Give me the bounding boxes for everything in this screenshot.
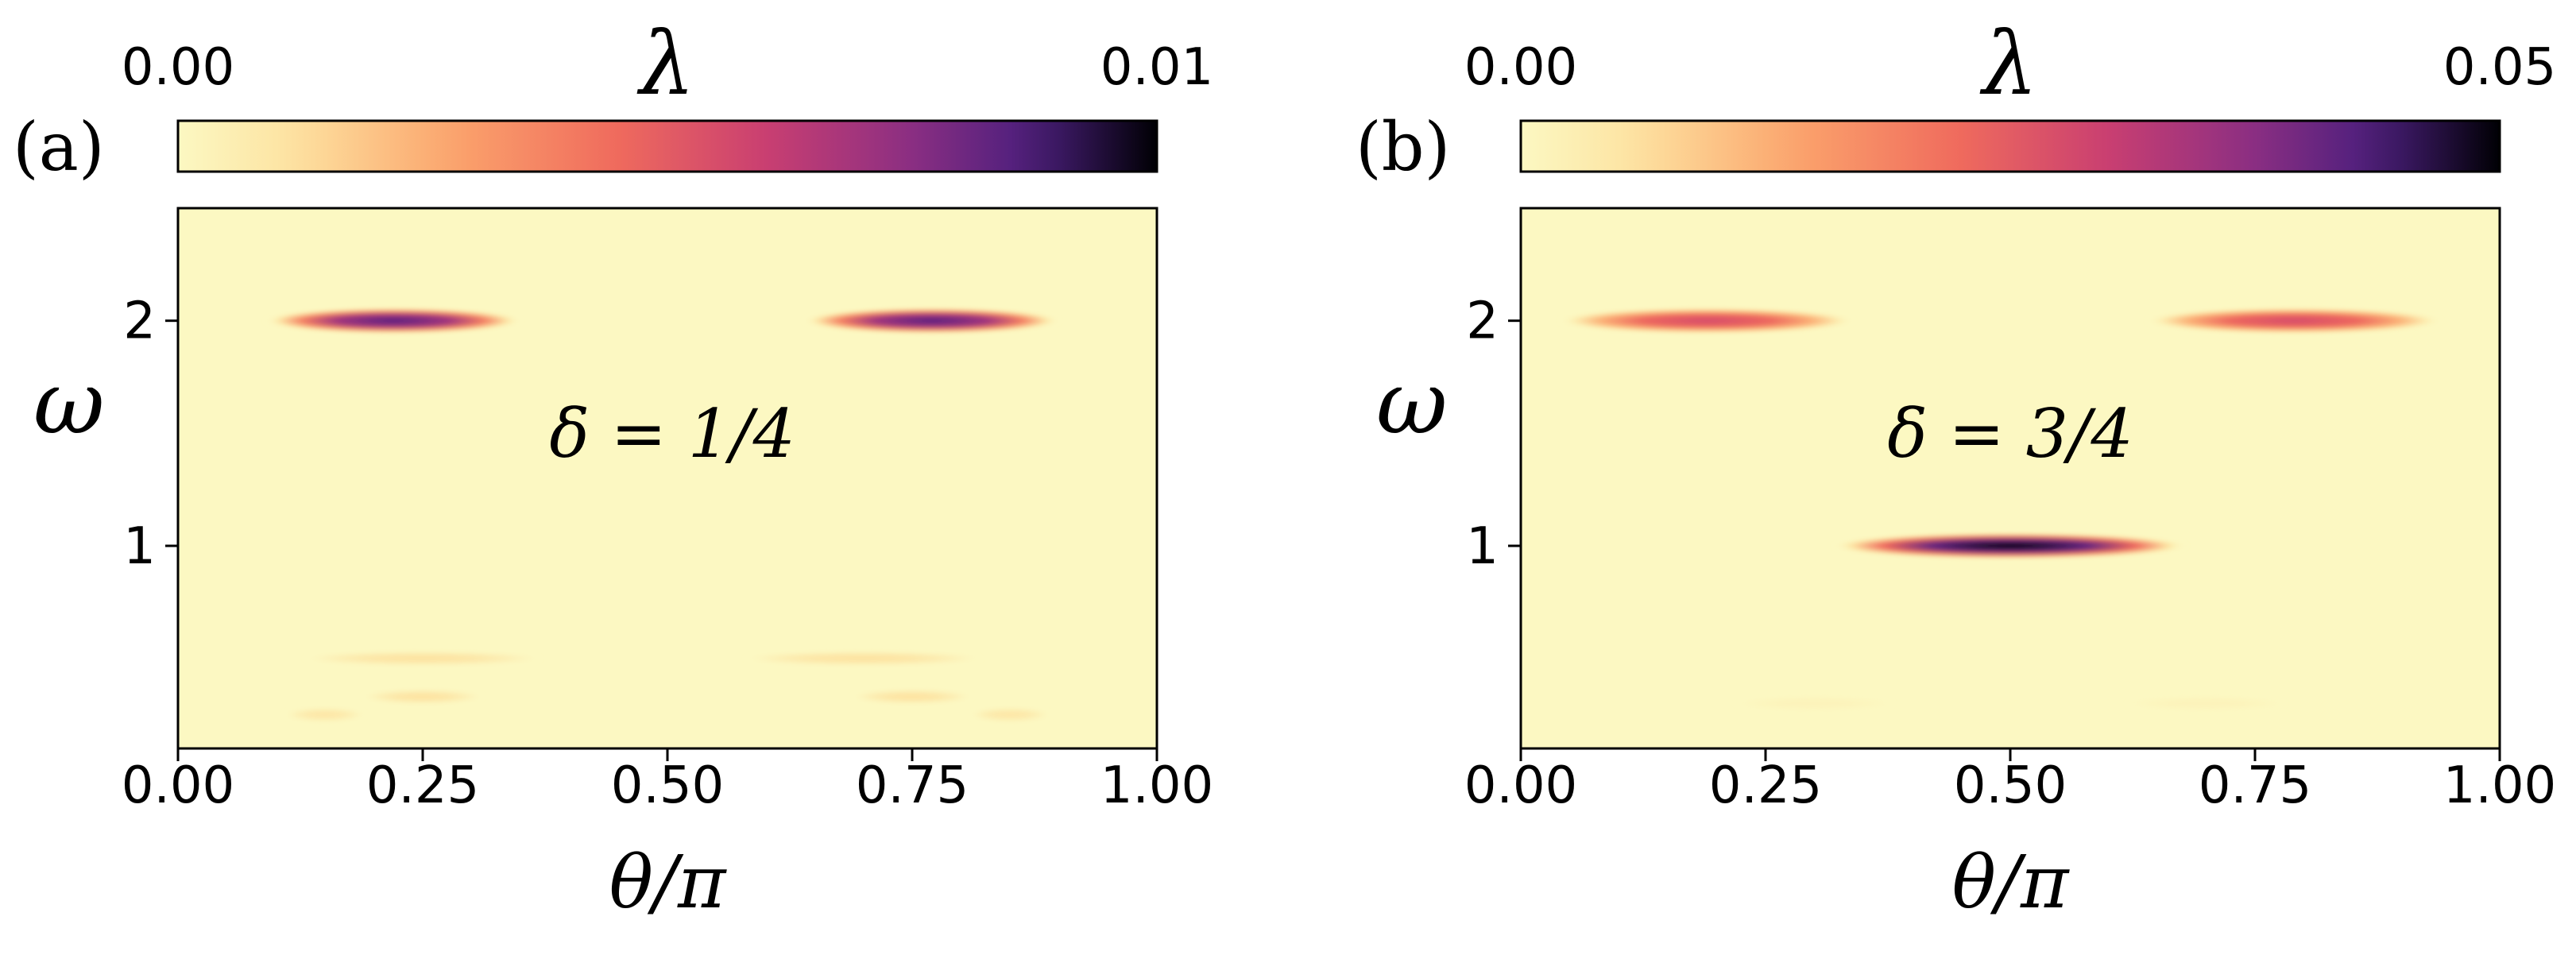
heatmap-feature — [1560, 307, 1854, 334]
x-tick-label: 0.75 — [2199, 756, 2312, 815]
heatmap-features — [265, 307, 1059, 722]
y-tick-label: 2 — [1466, 292, 1499, 351]
heatmap-feature — [1736, 696, 1893, 711]
heatmap-feature — [265, 307, 521, 334]
y-tick-label: 2 — [123, 292, 156, 351]
x-tick-label: 0.75 — [856, 756, 969, 815]
heatmap-feature — [285, 707, 365, 722]
colorbar-label: λ — [636, 13, 695, 114]
panel-label: (a) — [13, 108, 105, 186]
heatmap-feature — [970, 707, 1050, 722]
x-tick-label: 0.00 — [1464, 756, 1578, 815]
x-tick-label: 1.00 — [1100, 756, 1214, 815]
heatmap-feature — [1834, 533, 2187, 559]
heatmap-feature — [2127, 696, 2284, 711]
x-tick-label: 0.00 — [122, 756, 235, 815]
heatmap-feature — [364, 689, 482, 704]
x-tick-label: 0.50 — [1954, 756, 2067, 815]
y-tick-label: 1 — [1466, 517, 1499, 576]
x-axis-label: θ/π — [609, 840, 727, 925]
colorbar-max-label: 0.05 — [2443, 38, 2557, 97]
heatmap-feature — [2147, 307, 2442, 334]
x-axis-label: θ/π — [1952, 840, 2070, 925]
colorbar-label: λ — [1979, 13, 2038, 114]
colorbar-min-label: 0.00 — [122, 38, 235, 97]
panel-label: (b) — [1356, 108, 1450, 186]
y-axis-label: ω — [33, 352, 105, 454]
y-axis-label: ω — [1376, 352, 1448, 454]
x-tick-label: 0.50 — [611, 756, 725, 815]
colorbar — [1519, 119, 2501, 173]
heatmap-feature — [305, 651, 540, 666]
delta-annotation: δ = 3/4 — [1887, 395, 2133, 473]
x-tick-label: 0.25 — [1709, 756, 1823, 815]
y-tick-label: 1 — [123, 517, 156, 576]
colorbar-min-label: 0.00 — [1464, 38, 1578, 97]
heatmap-feature — [804, 307, 1059, 334]
panel-a: (a) 0.00 0.01 λ 0.00 0.25 0.50 0.75 1.00 1 2 θ/π ω δ … — [13, 13, 1213, 925]
heatmap-feature — [745, 651, 981, 666]
delta-annotation: δ = 1/4 — [549, 395, 795, 473]
x-tick-label: 0.25 — [366, 756, 480, 815]
heatmap-background — [178, 208, 1157, 748]
colorbar-max-label: 0.01 — [1100, 38, 1214, 97]
colorbar — [176, 119, 1158, 173]
heatmap-feature — [853, 689, 971, 704]
heatmap-features — [1560, 307, 2442, 711]
heatmap-background — [1521, 208, 2500, 748]
x-tick-label: 1.00 — [2443, 756, 2557, 815]
